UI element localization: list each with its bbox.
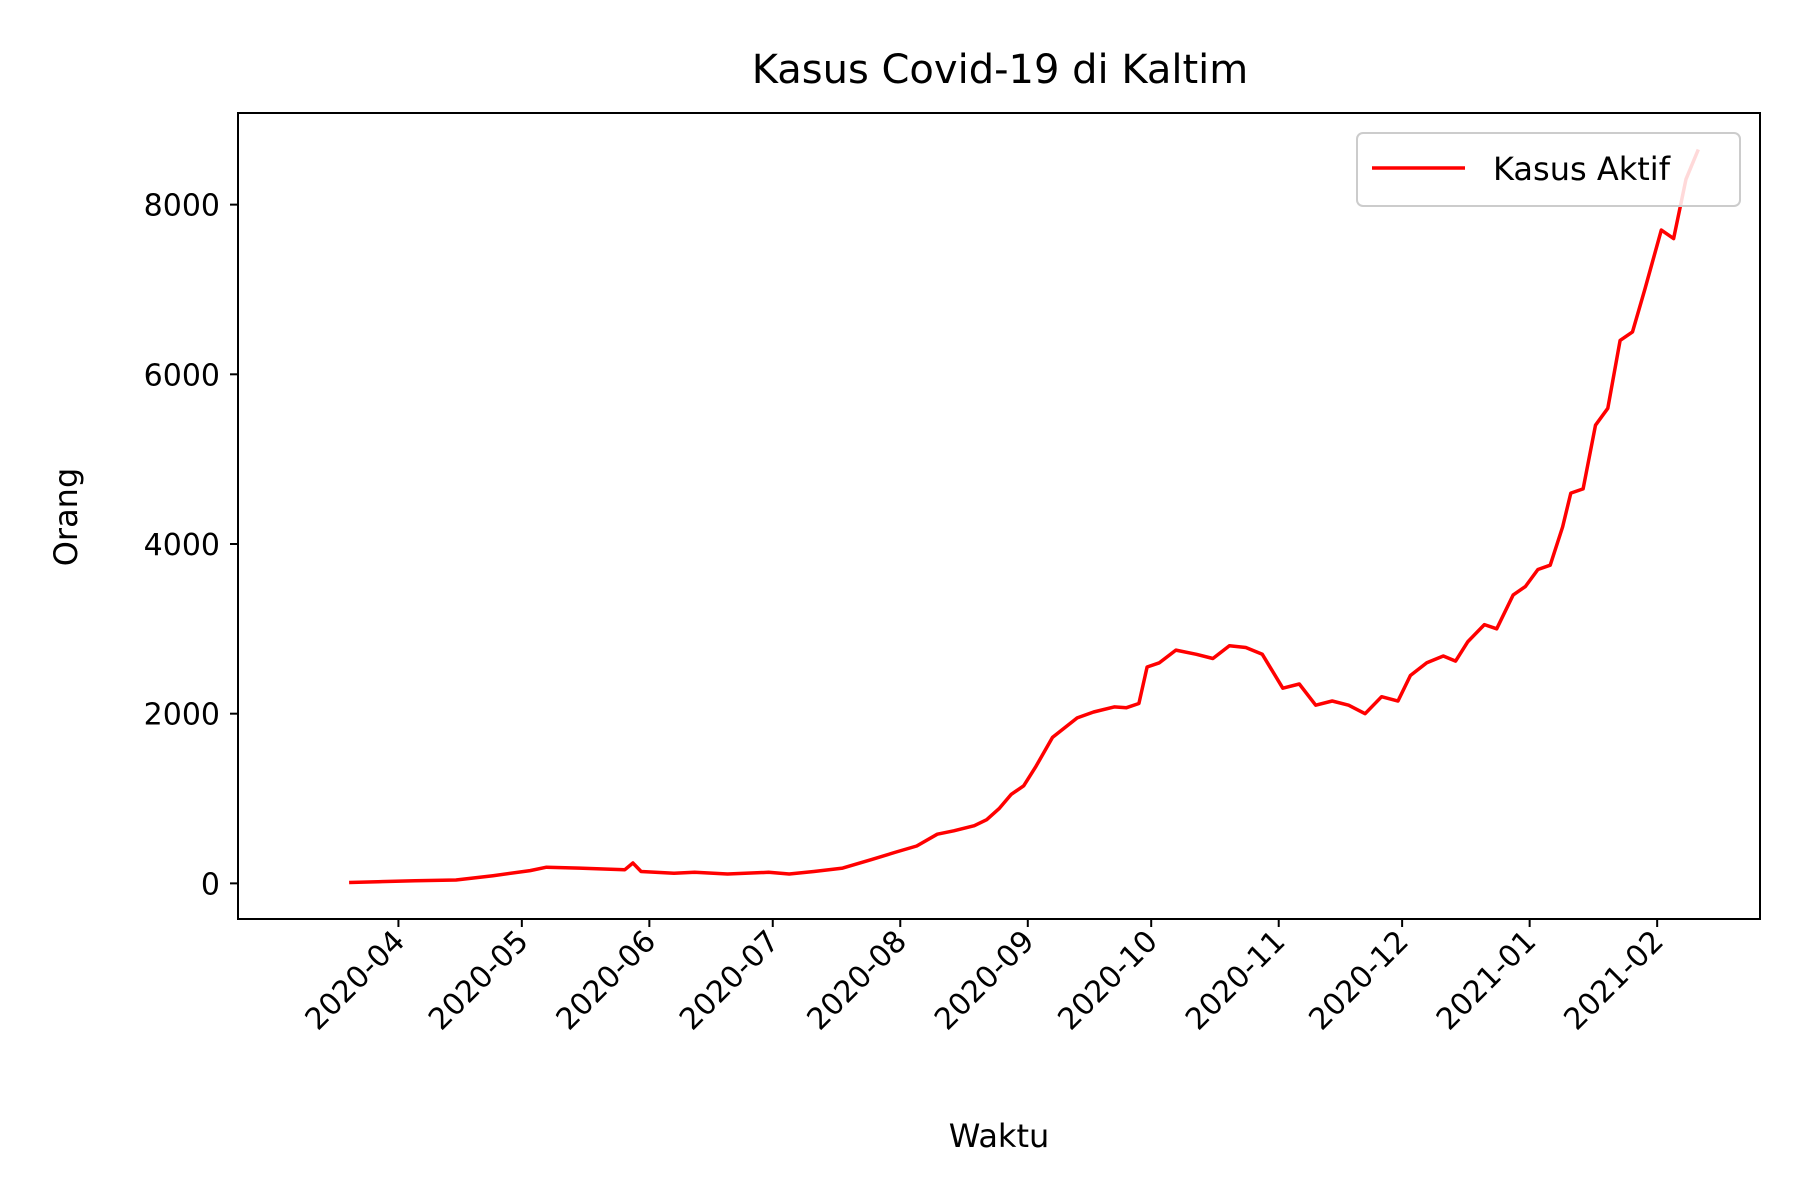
y-tick-label: 6000 xyxy=(144,358,220,393)
series-layer xyxy=(349,148,1700,885)
legend-box xyxy=(1356,132,1741,207)
y-axis-label: Orang xyxy=(47,468,85,567)
x-tick-label: 2021-01 xyxy=(1430,924,1543,1037)
x-tick-label: 2020-06 xyxy=(550,924,663,1037)
x-tick-label: 2020-12 xyxy=(1302,924,1415,1037)
x-tick-label: 2020-08 xyxy=(801,924,914,1037)
x-tick-label: 2020-10 xyxy=(1051,924,1164,1037)
x-tick-label: 2020-11 xyxy=(1179,924,1292,1037)
y-tick-label: 4000 xyxy=(144,528,220,563)
y-axis: 0 2000 4000 6000 8000 xyxy=(144,189,238,902)
plot-frame xyxy=(237,112,1761,920)
series-line-0 xyxy=(349,148,1700,885)
x-axis-label: Waktu xyxy=(949,1117,1050,1155)
chart-title: Kasus Covid-19 di Kaltim xyxy=(752,47,1249,93)
y-tick-label: 0 xyxy=(201,867,220,902)
plot-area: 2020-04 2020-05 2020-06 2020-07 2020-08 2020-… xyxy=(144,112,1761,1037)
legend: Kasus Aktif xyxy=(1356,132,1741,207)
x-tick-label: 2020-09 xyxy=(928,924,1041,1037)
x-tick-label: 2020-04 xyxy=(299,924,412,1037)
y-tick-label: 2000 xyxy=(144,698,220,733)
x-axis: 2020-04 2020-05 2020-06 2020-07 2020-08 2020-… xyxy=(299,919,1671,1037)
x-tick-label: 2020-05 xyxy=(422,924,535,1037)
legend-label-kasus-aktif: Kasus Aktif xyxy=(1493,150,1671,188)
x-tick-label: 2020-07 xyxy=(673,924,786,1037)
y-tick-label: 8000 xyxy=(144,189,220,224)
x-tick-label: 2021-02 xyxy=(1557,924,1670,1037)
